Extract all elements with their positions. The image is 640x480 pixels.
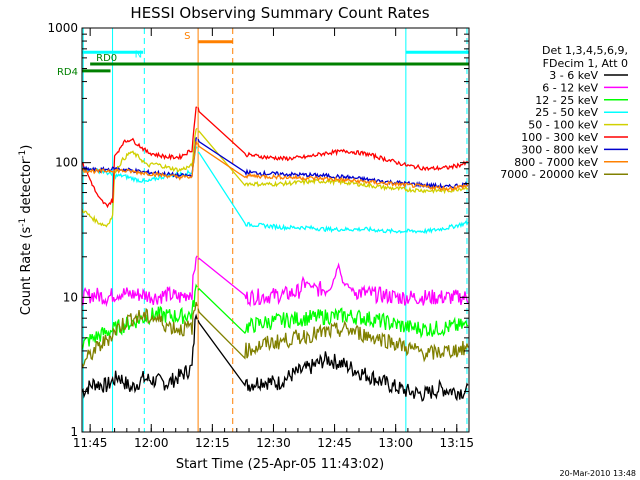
series-line-8-part-0 (82, 301, 198, 369)
series-line-7-part-1 (197, 143, 469, 192)
legend-label-8: 7000 - 20000 keV (500, 168, 598, 181)
footer-timestamp: 20-Mar-2010 13:48 (560, 469, 637, 478)
x-tick-label-5: 13:00 (378, 436, 413, 450)
legend-label-4: 50 - 100 keV (528, 119, 598, 132)
flag-label-0: RD0 (96, 53, 117, 64)
series-line-0-part-0 (82, 313, 198, 399)
y-axis-label-end: ) (19, 145, 34, 150)
flag-label-3: S (184, 31, 190, 42)
legend-header-line-1: Det 1,3,4,5,6,9, (542, 44, 628, 57)
y-tick-label-2: 100 (55, 156, 78, 170)
series-line-5-part-0 (82, 106, 198, 209)
series-line-0-part-1 (197, 320, 469, 402)
series-lines (82, 106, 469, 402)
flag-label-1: RD4 (57, 67, 78, 78)
gap-area (198, 28, 245, 432)
series-line-2-part-0 (82, 283, 198, 351)
data-gap-region (198, 28, 245, 432)
y-axis-label: Count Rate (s-1 detector-1) (18, 145, 34, 316)
x-tick-label-2: 12:15 (195, 436, 230, 450)
x-tick-label-3: 12:30 (256, 436, 291, 450)
series-line-1-part-0 (82, 255, 198, 308)
series-line-7-part-0 (82, 141, 198, 181)
series-line-1-part-1 (197, 257, 469, 308)
x-tick-label-6: 13:15 (439, 436, 474, 450)
series-line-8-part-1 (197, 308, 469, 363)
legend-label-7: 800 - 7000 keV (514, 156, 598, 169)
legend-label-0: 3 - 6 keV (549, 69, 598, 82)
legend-label-5: 100 - 300 keV (521, 131, 598, 144)
y-tick-label-0: 1 (70, 425, 78, 439)
legend-header-line-2: FDecim 1, Att 0 (543, 57, 628, 70)
legend-label-3: 25 - 50 keV (535, 106, 598, 119)
flag-label-2: N (135, 49, 142, 60)
y-axis-label-sup2: -1 (18, 150, 28, 159)
y-tick-label-3: 1000 (47, 21, 78, 35)
y-axis-ticks: 1 10 100 1000 (47, 21, 469, 439)
x-axis-ticks: 11:45 12:00 12:15 12:30 12:45 13:00 13:15 (73, 28, 474, 450)
y-axis-label-main: Count Rate (s (19, 227, 34, 316)
series-line-4-part-0 (82, 127, 198, 228)
legend-label-2: 12 - 25 keV (535, 94, 598, 107)
series-line-3-part-1 (197, 151, 469, 235)
series-line-2-part-1 (197, 287, 469, 339)
series-line-4-part-1 (197, 130, 469, 195)
series-line-5-part-1 (197, 107, 469, 172)
x-axis-label: Start Time (25-Apr-05 11:43:02) (176, 457, 384, 472)
y-tick-label-1: 10 (63, 290, 78, 304)
legend: Det 1,3,4,5,6,9, FDecim 1, Att 0 3 - 6 k… (500, 44, 628, 181)
y-axis-label-sup1: -1 (18, 218, 28, 227)
series-line-6-part-0 (82, 137, 198, 180)
state-flags: RD0 RD4 N S (57, 31, 469, 78)
x-tick-label-1: 12:00 (134, 436, 169, 450)
legend-label-6: 300 - 800 keV (521, 143, 598, 156)
series-line-6-part-1 (197, 138, 468, 190)
x-tick-label-4: 12:45 (317, 436, 352, 450)
plot-frame (81, 27, 470, 433)
x-tick-label-0: 11:45 (73, 436, 108, 450)
y-axis-label-mid: detector (19, 158, 34, 218)
legend-label-1: 6 - 12 keV (542, 81, 598, 94)
chart-title: HESSI Observing Summary Count Rates (130, 4, 429, 22)
